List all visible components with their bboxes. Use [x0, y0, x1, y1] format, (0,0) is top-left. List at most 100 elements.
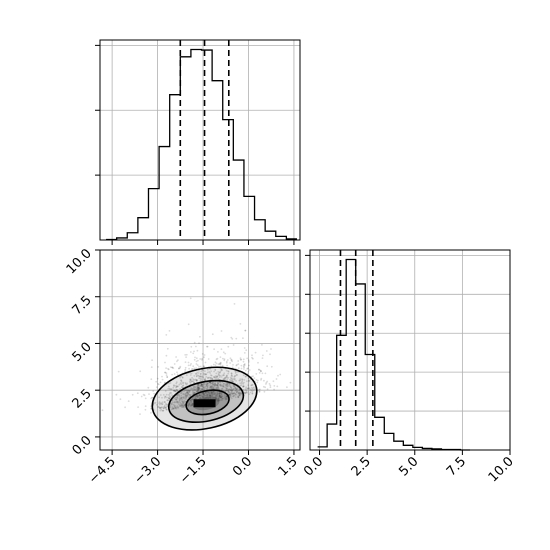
- scatter-point: [206, 383, 208, 386]
- scatter-point: [197, 389, 200, 391]
- scatter-point: [211, 392, 213, 395]
- scatter-point: [174, 401, 176, 403]
- scatter-point: [236, 390, 239, 392]
- scatter-point: [190, 403, 193, 406]
- scatter-point: [233, 392, 236, 395]
- scatter-point: [263, 379, 265, 382]
- scatter-point: [231, 377, 233, 380]
- scatter-point: [213, 390, 216, 393]
- scatter-point: [241, 381, 243, 384]
- scatter-point: [210, 391, 213, 394]
- scatter-point: [161, 401, 164, 404]
- scatter-point: [208, 397, 211, 399]
- scatter-point: [234, 393, 237, 395]
- scatter-point: [248, 369, 251, 371]
- density-y-tick-label-4: 10.0: [64, 246, 95, 277]
- scatter-point: [182, 405, 185, 407]
- scatter-point: [239, 393, 242, 396]
- scatter-point: [219, 371, 221, 374]
- scatter-point: [236, 391, 238, 394]
- scatter-point: [182, 396, 185, 399]
- scatter-point: [254, 351, 257, 354]
- scatter-point: [164, 361, 166, 364]
- scatter-point: [191, 403, 194, 405]
- scatter-point: [229, 393, 231, 396]
- scatter-point: [214, 364, 217, 366]
- scatter-point: [217, 374, 220, 376]
- scatter-point: [161, 403, 164, 405]
- scatter-point: [210, 377, 213, 379]
- scatter-point: [163, 405, 166, 408]
- scatter-point: [188, 380, 191, 383]
- scatter-point: [218, 394, 221, 397]
- scatter-point: [202, 396, 204, 398]
- scatter-point: [233, 384, 236, 387]
- scatter-point: [234, 387, 237, 390]
- scatter-point: [191, 404, 194, 407]
- scatter-point: [217, 388, 220, 390]
- scatter-point: [211, 387, 214, 389]
- scatter-point: [182, 393, 184, 395]
- scatter-point: [272, 380, 275, 383]
- scatter-point: [214, 387, 217, 390]
- scatter-point: [251, 384, 253, 387]
- scatter-point: [181, 398, 184, 401]
- scatter-point: [171, 407, 174, 410]
- scatter-point: [160, 406, 163, 409]
- scatter-point: [197, 386, 200, 388]
- scatter-point: [213, 392, 215, 395]
- scatter-point: [183, 393, 186, 396]
- scatter-point: [212, 384, 215, 387]
- scatter-point: [236, 374, 238, 376]
- scatter-point: [185, 374, 188, 376]
- scatter-point: [200, 383, 203, 386]
- scatter-point: [234, 370, 237, 373]
- scatter-point: [175, 407, 178, 410]
- scatter-point: [225, 387, 228, 390]
- scatter-point: [183, 401, 186, 403]
- scatter-point: [179, 402, 182, 404]
- scatter-point: [260, 379, 262, 381]
- scatter-point: [206, 386, 209, 388]
- scatter-point: [266, 388, 269, 391]
- scatter-point: [180, 379, 182, 381]
- scatter-point: [187, 393, 190, 395]
- scatter-point: [166, 399, 169, 402]
- scatter-point: [203, 379, 206, 381]
- scatter-point: [231, 375, 234, 378]
- scatter-point: [240, 382, 243, 385]
- scatter-point: [193, 392, 195, 395]
- scatter-point: [172, 386, 175, 389]
- scatter-point: [244, 369, 247, 372]
- scatter-point: [191, 368, 193, 370]
- scatter-point: [273, 388, 275, 391]
- scatter-point: [244, 392, 247, 395]
- scatter-point: [207, 397, 209, 400]
- scatter-point: [176, 400, 178, 403]
- scatter-point: [227, 370, 230, 373]
- scatter-point: [216, 392, 219, 395]
- scatter-point: [216, 384, 219, 387]
- scatter-point: [230, 388, 233, 390]
- scatter-point: [175, 389, 178, 391]
- scatter-point: [203, 386, 205, 389]
- scatter-point: [223, 394, 226, 397]
- scatter-point: [178, 367, 180, 370]
- scatter-point: [186, 391, 188, 394]
- scatter-point: [238, 394, 241, 397]
- scatter-point: [169, 396, 172, 399]
- scatter-point: [181, 404, 184, 407]
- scatter-point: [170, 408, 173, 411]
- scatter-point: [230, 394, 232, 397]
- scatter-point: [230, 374, 233, 377]
- scatter-point: [177, 385, 180, 388]
- scatter-point: [182, 400, 185, 403]
- scatter-point: [269, 384, 272, 387]
- scatter-point: [188, 402, 191, 404]
- scatter-point: [221, 369, 223, 371]
- scatter-point: [200, 372, 202, 375]
- scatter-point: [137, 406, 140, 408]
- scatter-point: [237, 367, 240, 370]
- scatter-point: [205, 392, 208, 395]
- scatter-point: [199, 397, 202, 400]
